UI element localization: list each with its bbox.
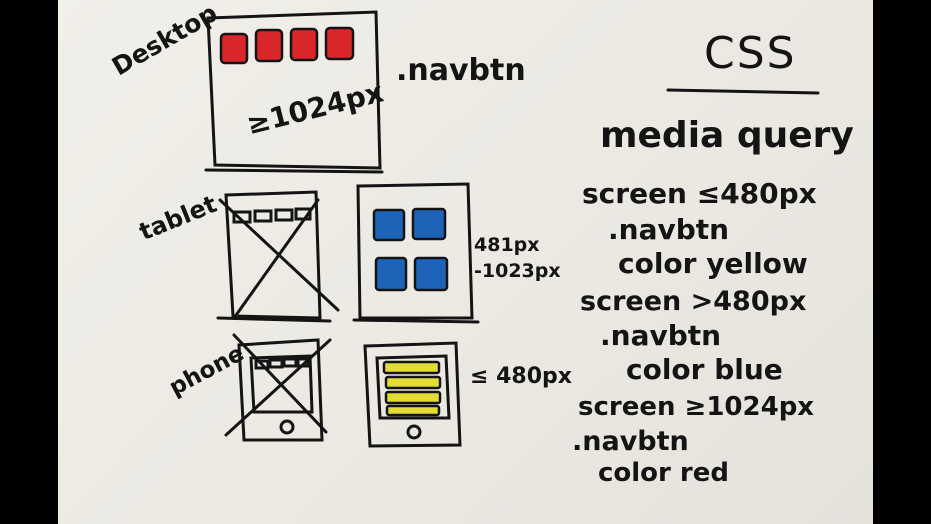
rule-3-selector: .navbtn (572, 426, 689, 457)
desktop-monitor-sketch (204, 10, 384, 174)
rule-3-screen: screen ≥1024px (578, 392, 815, 422)
tablet-range-label-top: 481px (474, 234, 540, 256)
tablet-crossed-sketch (216, 190, 340, 323)
class-name-label: .navbtn (396, 53, 526, 88)
media-query-subtitle: media query (600, 115, 854, 156)
rule-1-selector: .navbtn (608, 213, 730, 246)
tablet-blue-buttons (372, 207, 449, 292)
phone-yellow-buttons (382, 360, 442, 417)
rule-1-declaration: color yellow (618, 247, 808, 280)
rule-2-declaration: color blue (626, 353, 783, 386)
sketch-drawings (204, 10, 820, 448)
whiteboard: Desktop tablet phone ≥1024px .navbtn 481… (58, 0, 873, 524)
rule-2-screen: screen >480px (580, 286, 807, 317)
phone-yellow-sketch (363, 341, 462, 448)
tablet-range-label-bottom: -1023px (474, 260, 561, 282)
css-title: CSS (704, 28, 797, 79)
rule-1-screen: screen ≤480px (582, 177, 817, 210)
phone-range-label: ≤ 480px (470, 364, 572, 389)
phone-crossed-sketch (224, 333, 332, 442)
rule-2-selector: .navbtn (600, 319, 722, 352)
rule-3-declaration: color red (598, 458, 729, 488)
tablet-blue-sketch (352, 182, 480, 324)
desktop-red-buttons (219, 26, 355, 65)
css-title-underline (666, 88, 820, 95)
